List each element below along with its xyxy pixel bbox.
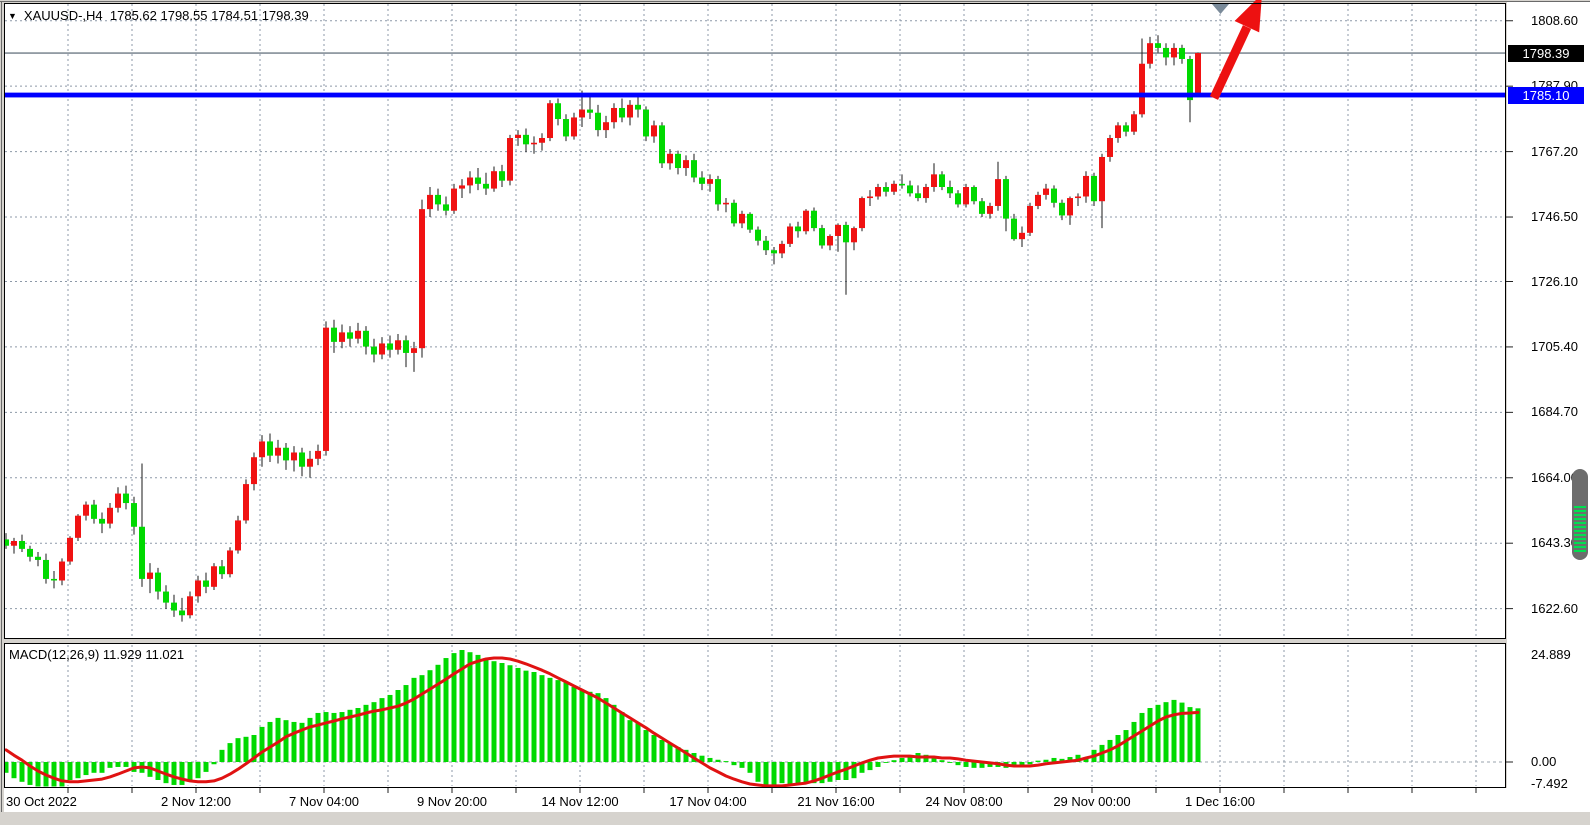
price-tick-label: 1643.30	[1531, 535, 1578, 551]
price-tick-label: 1622.60	[1531, 600, 1578, 616]
price-tick-label: 1684.70	[1531, 404, 1578, 420]
trend-arrow-icon[interactable]	[1209, 0, 1262, 100]
macd-scale-label: 24.889	[1531, 647, 1571, 662]
macd-pane[interactable]	[4, 643, 1506, 788]
candlestick-series	[5, 35, 1201, 622]
support-level-line[interactable]	[5, 92, 1505, 98]
time-tick-label: 21 Nov 16:00	[797, 794, 875, 809]
main-pane-border	[4, 3, 1506, 639]
price-tick-label: 1726.10	[1531, 273, 1578, 289]
macd-scale-label: -7.492	[1531, 776, 1568, 791]
price-tick-label: 1705.40	[1531, 338, 1578, 354]
symbol-dropdown-icon[interactable]: ▼	[8, 10, 17, 21]
chart-shift-triangle-icon[interactable]	[1212, 4, 1229, 14]
time-tick-label: 14 Nov 12:00	[541, 794, 619, 809]
time-axis-bg[interactable]	[4, 788, 1590, 812]
price-tick-label: 1808.60	[1531, 12, 1578, 28]
price-tick-label: 1664.00	[1531, 469, 1578, 485]
level-price-badge: 1785.10	[1508, 86, 1584, 104]
price-tick-label: 1767.20	[1531, 143, 1578, 159]
time-tick-label: 30 Oct 2022	[6, 794, 77, 809]
macd-pane-border	[4, 643, 1506, 788]
time-tick-label: 2 Nov 12:00	[160, 794, 232, 809]
time-tick-label: 7 Nov 04:00	[288, 794, 360, 809]
time-tick-label: 29 Nov 00:00	[1053, 794, 1131, 809]
time-tick-label: 9 Nov 20:00	[416, 794, 488, 809]
axis-tick-marks	[67, 20, 1513, 793]
time-tick-label: 24 Nov 08:00	[925, 794, 1003, 809]
macd-scale-label: 0.00	[1531, 754, 1557, 769]
price-axis-bg[interactable]	[1507, 2, 1590, 788]
scrollbar-stripes-icon	[1574, 506, 1586, 554]
price-tick-label: 1746.50	[1531, 209, 1578, 225]
time-tick-label: 17 Nov 04:00	[669, 794, 747, 809]
macd-indicator-label: MACD(12,26,9) 11.929 11.021	[9, 647, 185, 662]
current-price-badge: 1798.39	[1508, 44, 1584, 62]
chart-title: ▼ XAUUSD-,H4 1785.62 1798.55 1784.51 179…	[8, 8, 309, 23]
time-tick-label: 1 Dec 16:00	[1184, 794, 1256, 809]
macd-signal-line	[5, 656, 1200, 787]
main-pane[interactable]	[4, 3, 1506, 639]
scrollbar-thumb-widget[interactable]	[1572, 469, 1588, 560]
chart-title-text: XAUUSD-,H4 1785.62 1798.55 1784.51 1798.…	[23, 8, 309, 23]
